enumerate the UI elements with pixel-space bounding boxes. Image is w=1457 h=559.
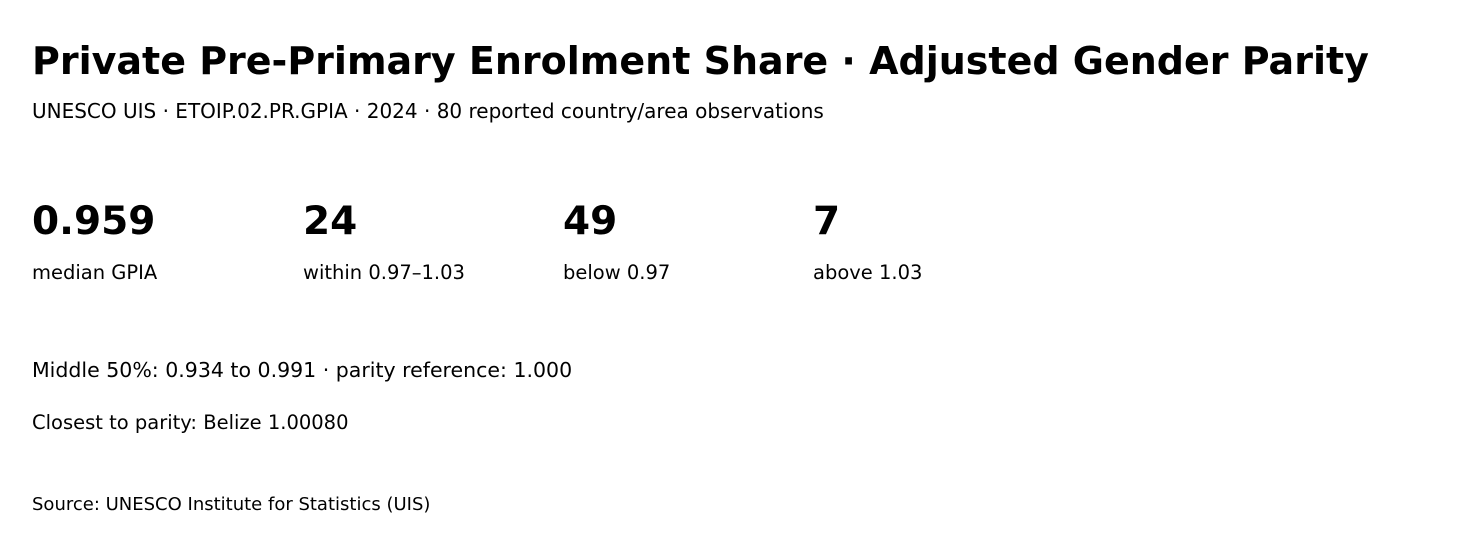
stat-value: 7 [813, 199, 841, 244]
stat-label: below 0.97 [563, 261, 671, 284]
stat-value: 0.959 [32, 199, 156, 244]
stat-value: 49 [563, 199, 618, 244]
subtitle: UNESCO UIS · ETOIP.02.PR.GPIA · 2024 · 8… [32, 99, 824, 123]
stat-label: median GPIA [32, 261, 158, 284]
source: Source: UNESCO Institute for Statistics … [32, 494, 431, 515]
stat-value: 24 [303, 199, 358, 244]
stat-label: within 0.97–1.03 [303, 261, 465, 284]
note: Closest to parity: Belize 1.00080 [32, 411, 349, 434]
title: Private Pre-Primary Enrolment Share · Ad… [32, 39, 1369, 83]
stat-label: above 1.03 [813, 261, 923, 284]
note: Middle 50%: 0.934 to 0.991 · parity refe… [32, 358, 573, 382]
